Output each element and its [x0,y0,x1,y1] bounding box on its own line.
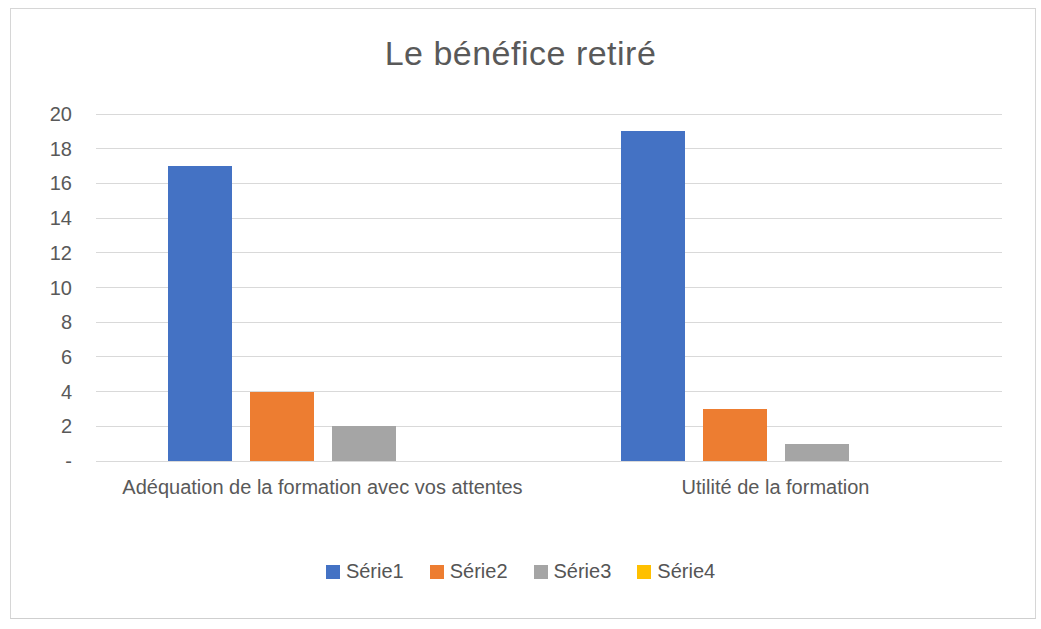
y-axis-tick-label: 16 [50,170,72,196]
y-axis-tick-label: 10 [50,275,72,301]
plot-area [96,114,1002,461]
bar-série1 [168,166,232,461]
legend-item-série3: Série3 [534,560,612,583]
legend-swatch-icon [637,565,651,579]
bar-série3 [785,444,849,461]
y-axis-tick-label: 8 [61,309,72,335]
category-label: Utilité de la formation [549,474,1002,501]
y-axis-tick-label: 18 [50,136,72,162]
legend: Série1 Série2 Série3 Série4 [0,560,1041,583]
y-axis-tick-label: 4 [61,379,72,405]
legend-item-série1: Série1 [326,560,404,583]
bars-layer [96,114,1002,461]
y-axis-tick-label: 14 [50,205,72,231]
y-axis: -2468101214161820 [0,114,84,461]
legend-label: Série2 [450,560,508,583]
legend-swatch-icon [430,565,444,579]
y-axis-tick-label: 20 [50,101,72,127]
y-axis-tick-label: 2 [61,413,72,439]
bar-série2 [250,392,314,461]
bar-série1 [621,131,685,461]
legend-swatch-icon [326,565,340,579]
legend-swatch-icon [534,565,548,579]
bar-série2 [703,409,767,461]
category-axis: Adéquation de la formation avec vos atte… [96,474,1002,501]
legend-label: Série4 [657,560,715,583]
bar-group [96,114,549,461]
chart-title: Le bénéfice retiré [0,34,1041,73]
y-axis-tick-label: - [65,448,72,474]
legend-label: Série3 [554,560,612,583]
y-axis-tick-label: 12 [50,240,72,266]
bar-série3 [332,426,396,461]
bar-group [549,114,1002,461]
legend-item-série2: Série2 [430,560,508,583]
chart-canvas: Le bénéfice retiré - 2 4 6 8 10 12 14 16 18 20 Adé… [0,0,1041,629]
legend-item-série4: Série4 [637,560,715,583]
legend-label: Série1 [346,560,404,583]
category-label: Adéquation de la formation avec vos atte… [96,474,549,501]
y-axis-tick-label: 6 [61,344,72,370]
